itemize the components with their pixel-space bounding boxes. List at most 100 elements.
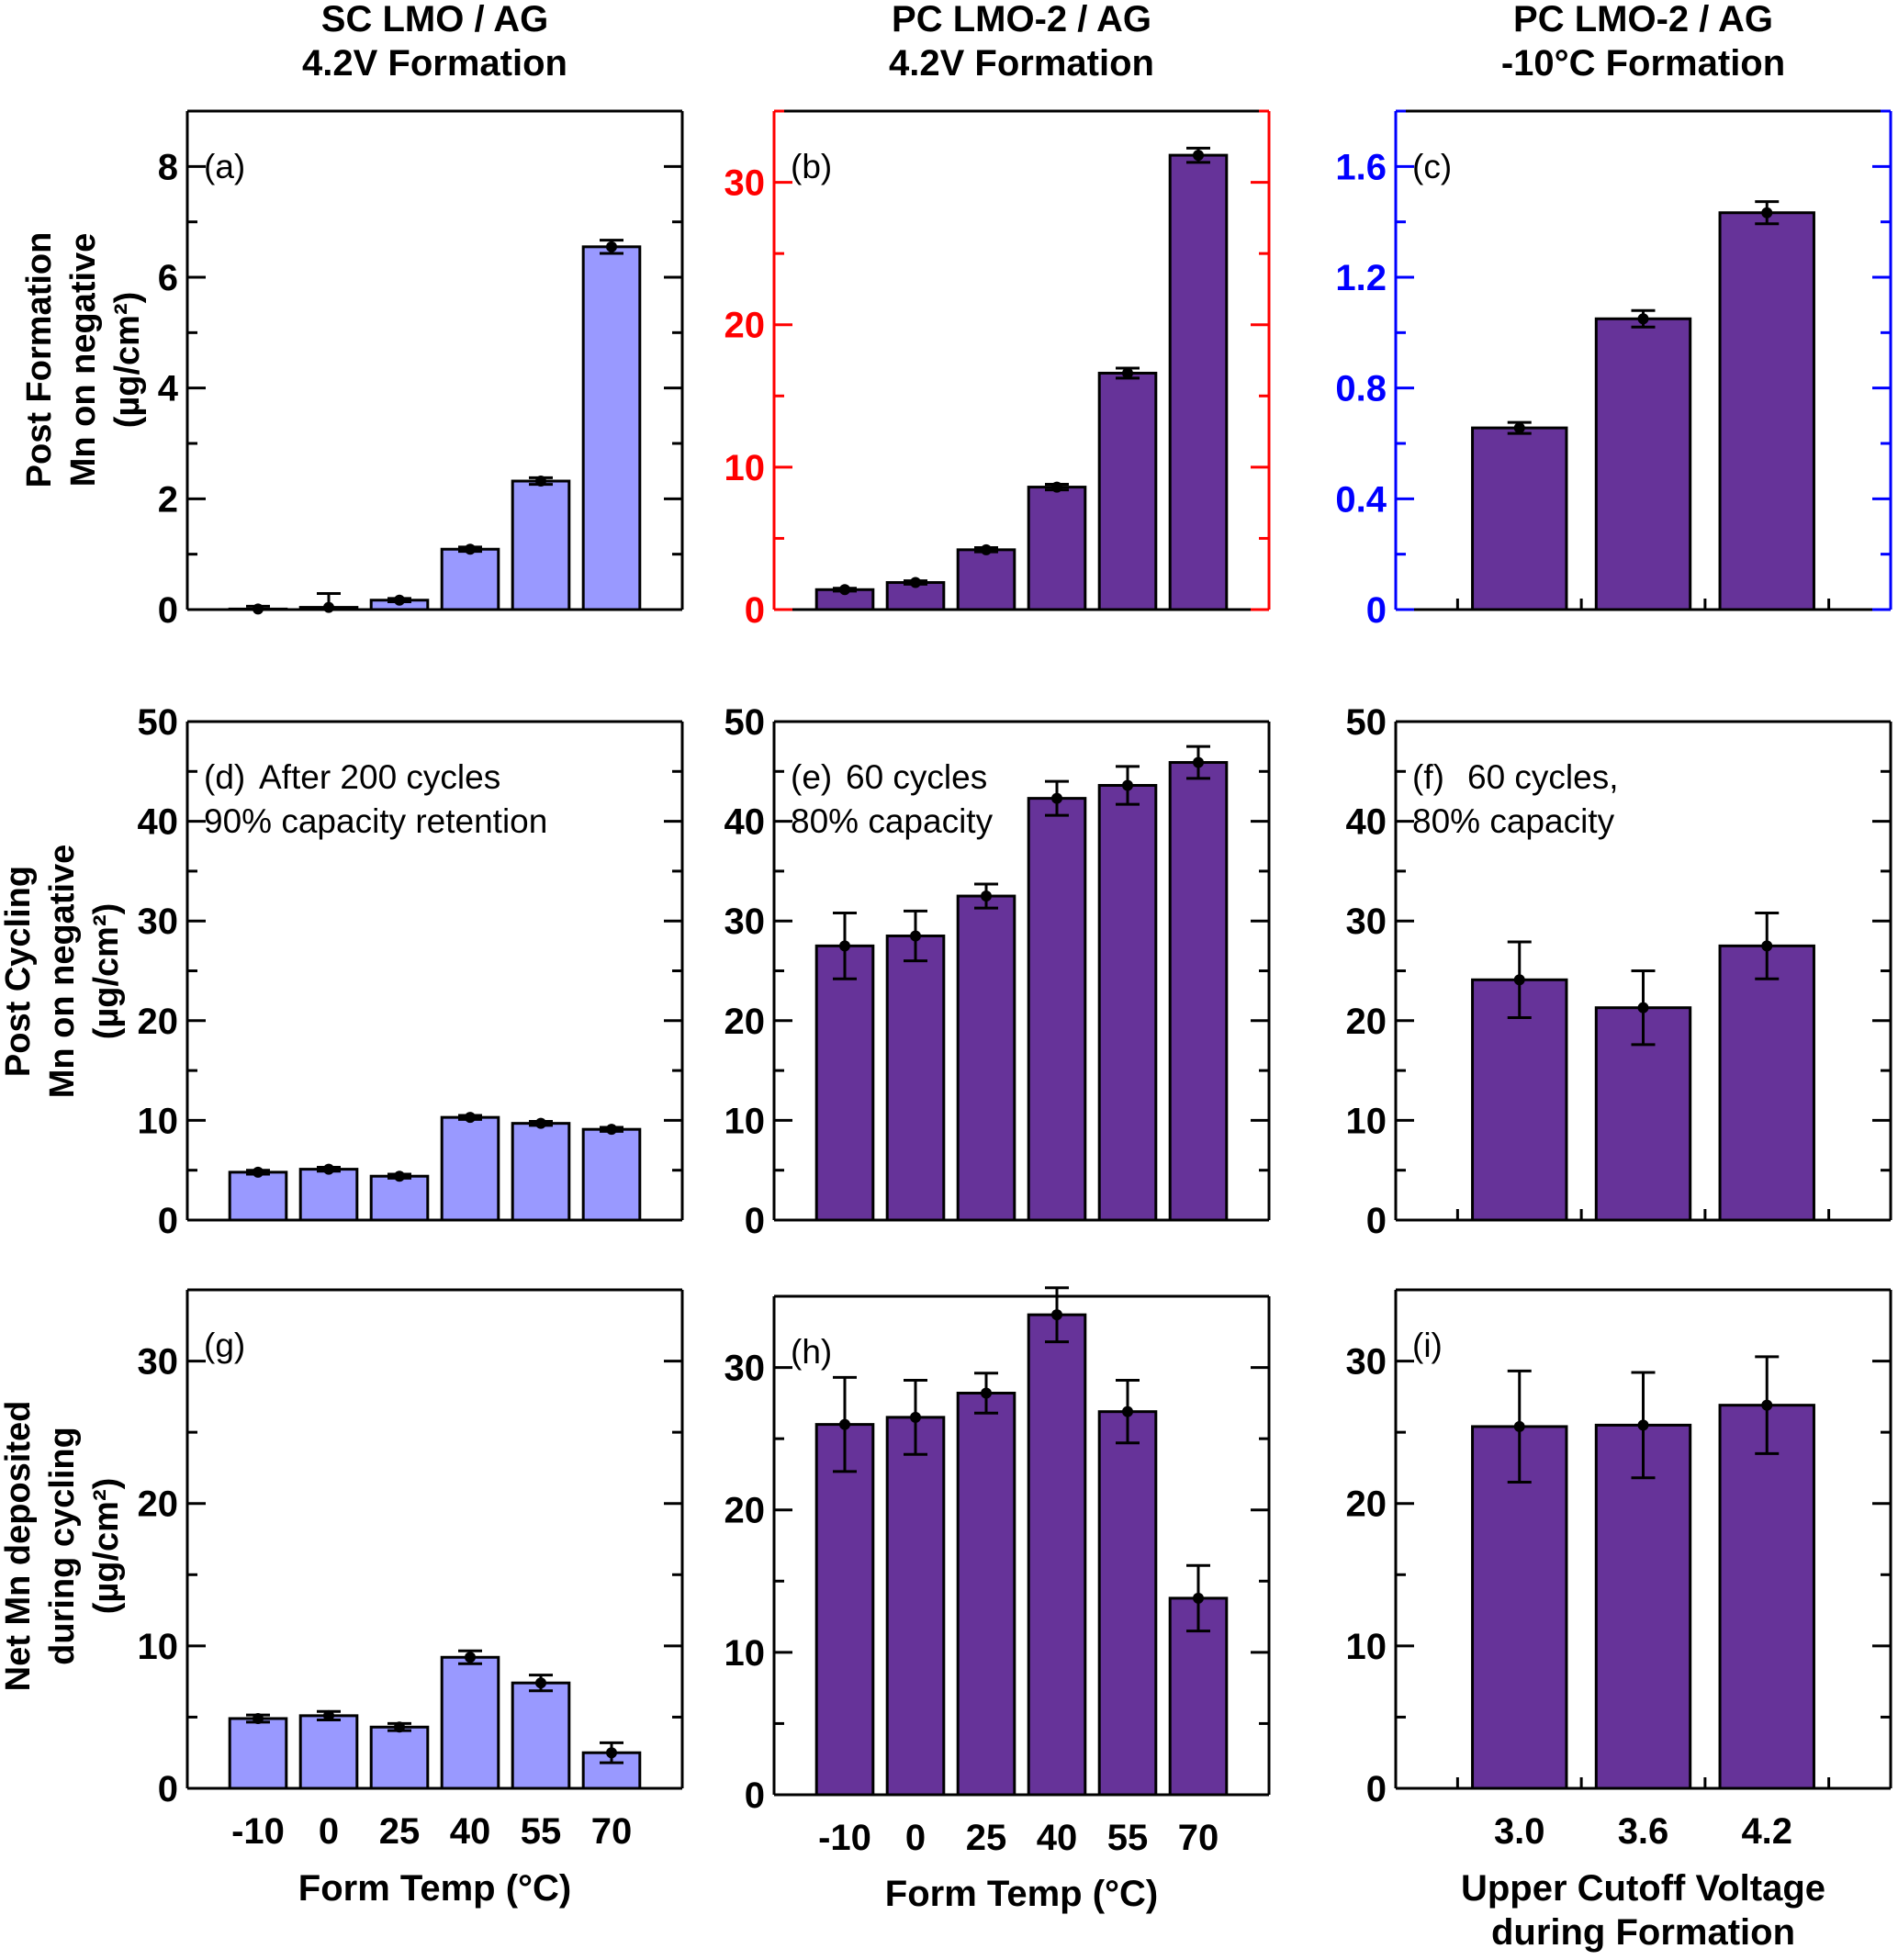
y-tick-label: 0 bbox=[1366, 590, 1387, 631]
data-point bbox=[839, 584, 850, 596]
y-tick-label: 50 bbox=[138, 702, 179, 743]
y-tick-label: 0 bbox=[745, 1775, 765, 1816]
y-axis-label: Post Formation bbox=[20, 232, 59, 488]
y-tick-label: 20 bbox=[724, 1491, 766, 1531]
bar bbox=[956, 548, 1016, 611]
x-tick-label: 40 bbox=[450, 1811, 491, 1852]
x-tick-label: 70 bbox=[591, 1811, 633, 1852]
bar bbox=[814, 944, 875, 1222]
x-tick-label: 55 bbox=[1107, 1818, 1149, 1858]
panel-label: (c) bbox=[1412, 148, 1452, 185]
data-point bbox=[910, 930, 921, 942]
y-tick-label: 30 bbox=[724, 163, 766, 204]
data-point bbox=[1193, 756, 1204, 768]
bar bbox=[1168, 153, 1229, 611]
y-tick-label: 0 bbox=[1366, 1201, 1387, 1241]
panel-f: 0 10 20 30 40 50 (f) 60 cycles, 80% capacity bbox=[1346, 702, 1892, 1241]
panel-e: 0 10 20 30 40 50 (e) 60 cycles 80% capacity bbox=[724, 702, 1271, 1241]
panel-label: (f) bbox=[1412, 758, 1444, 796]
y-tick-label: 30 bbox=[1346, 1342, 1387, 1383]
panel-b: 0 10 20 30 (b) bbox=[724, 109, 1271, 631]
panel-g: -10 0 25 40 55 70 0 10 20 30 (g) bbox=[138, 1288, 684, 1852]
y-tick-label: 30 bbox=[138, 902, 179, 942]
bar bbox=[511, 479, 571, 611]
data-point bbox=[606, 1747, 617, 1759]
y-axis-label: Post Cycling bbox=[0, 866, 38, 1077]
bar bbox=[581, 1127, 642, 1222]
y-tick-label: 20 bbox=[724, 306, 766, 346]
y-tick-label: 40 bbox=[138, 802, 179, 843]
data-point bbox=[1193, 150, 1204, 162]
data-point bbox=[1761, 207, 1773, 218]
data-point bbox=[1051, 481, 1062, 493]
bar bbox=[1471, 1425, 1568, 1790]
bar bbox=[885, 934, 946, 1222]
data-point bbox=[394, 594, 405, 606]
y-tick-label: 8 bbox=[158, 147, 178, 187]
x-tick-label: 3.0 bbox=[1494, 1811, 1545, 1852]
y-tick-label: 20 bbox=[724, 1002, 766, 1042]
data-point bbox=[394, 1721, 405, 1733]
data-point bbox=[1761, 1399, 1773, 1411]
data-point bbox=[910, 577, 921, 588]
data-point bbox=[323, 1163, 334, 1175]
panel-annotation: 60 cycles, bbox=[1467, 758, 1619, 796]
data-point bbox=[910, 1411, 921, 1423]
bar bbox=[1027, 797, 1087, 1222]
bar bbox=[440, 547, 500, 611]
bar bbox=[1097, 371, 1158, 611]
x-tick-label: 70 bbox=[1178, 1818, 1219, 1858]
bar bbox=[1718, 944, 1815, 1222]
data-point bbox=[1513, 1420, 1525, 1432]
data-point bbox=[323, 601, 334, 613]
bar bbox=[228, 1717, 288, 1790]
panel-annotation: After 200 cycles bbox=[259, 758, 500, 796]
data-point bbox=[394, 1170, 405, 1182]
panel-a: 0 2 4 6 8 (a) bbox=[158, 109, 684, 631]
y-tick-label: 50 bbox=[1346, 702, 1387, 743]
y-axis-label: during cycling bbox=[43, 1427, 82, 1665]
x-tick-label: 55 bbox=[521, 1811, 562, 1852]
data-point bbox=[535, 476, 546, 487]
data-point bbox=[465, 1652, 476, 1663]
panel-label: (h) bbox=[791, 1333, 832, 1371]
bar bbox=[885, 1416, 946, 1797]
y-tick-label: 10 bbox=[1346, 1101, 1387, 1141]
data-point bbox=[253, 1166, 264, 1178]
panel-annotation: 80% capacity bbox=[791, 802, 994, 840]
bar bbox=[298, 1168, 359, 1222]
y-tick-label: 2 bbox=[158, 479, 178, 520]
bar bbox=[1594, 1423, 1692, 1790]
data-point bbox=[981, 543, 992, 555]
y-tick-label: 0 bbox=[745, 590, 765, 631]
bar bbox=[1471, 426, 1568, 611]
data-point bbox=[1637, 313, 1649, 325]
data-point bbox=[1637, 1419, 1649, 1431]
bar bbox=[369, 1725, 430, 1790]
x-axis-label: Upper Cutoff Voltage bbox=[1461, 1868, 1825, 1909]
bar bbox=[1027, 1313, 1087, 1797]
y-tick-label: 30 bbox=[724, 902, 766, 942]
data-point bbox=[981, 1387, 992, 1399]
y-tick-label: 30 bbox=[138, 1342, 179, 1383]
y-tick-label: 0 bbox=[1366, 1769, 1387, 1809]
panel-d: 0 10 20 30 40 50 (d) After 200 cycles 90% capaci… bbox=[138, 702, 684, 1241]
x-axis-label: during Formation bbox=[1491, 1912, 1795, 1953]
y-tick-label: 20 bbox=[138, 1002, 179, 1042]
panel-annotation: 60 cycles bbox=[846, 758, 987, 796]
y-axis-label: Mn on negative bbox=[64, 233, 103, 487]
bar bbox=[1168, 1596, 1229, 1797]
panel-label: (a) bbox=[204, 148, 245, 185]
x-tick-label: 25 bbox=[379, 1811, 421, 1852]
x-tick-label: 4.2 bbox=[1741, 1811, 1792, 1852]
data-point bbox=[1051, 1309, 1062, 1321]
y-tick-label: 20 bbox=[138, 1484, 179, 1525]
y-tick-label: 0 bbox=[745, 1201, 765, 1241]
bar bbox=[369, 1174, 430, 1222]
data-point bbox=[1637, 1002, 1649, 1014]
data-point bbox=[1513, 974, 1525, 986]
panel-i: 3.0 3.6 4.2 0 10 20 30 (i) bbox=[1346, 1288, 1892, 1852]
y-tick-label: 20 bbox=[1346, 1002, 1387, 1042]
x-tick-label: 3.6 bbox=[1618, 1811, 1669, 1852]
bar bbox=[581, 245, 642, 611]
